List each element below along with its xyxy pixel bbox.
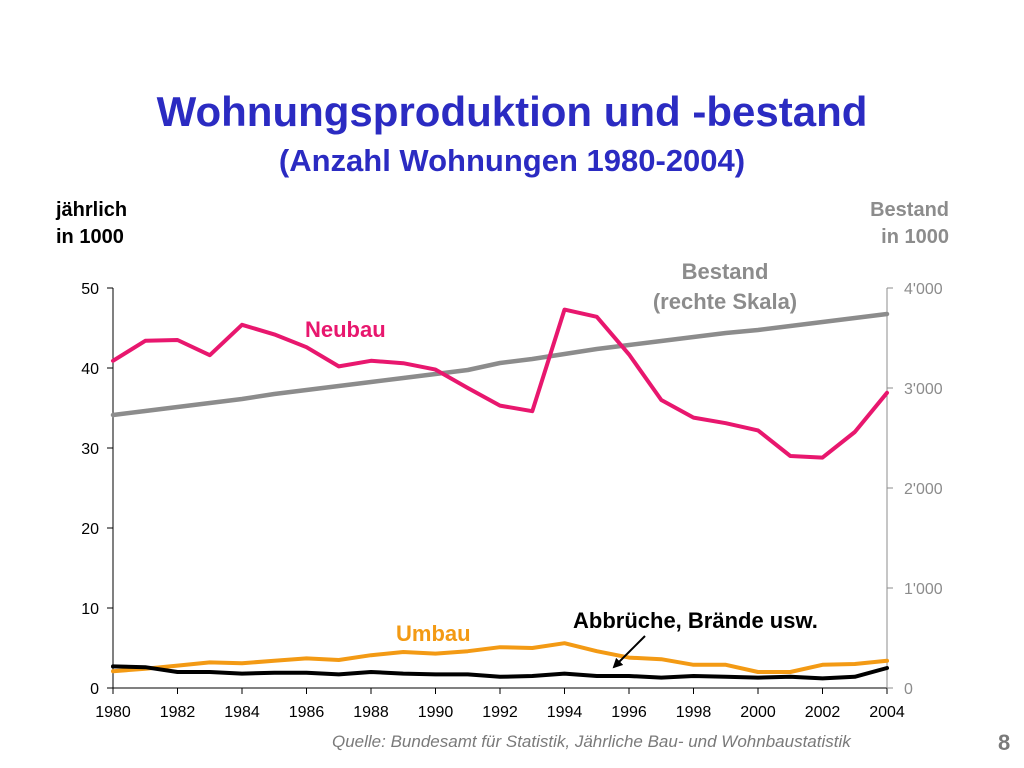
series-line-abbr-che-br-nde-usw: [111, 664, 889, 681]
left-y-tick-label: 40: [81, 361, 99, 378]
x-tick-label: 1988: [353, 704, 389, 721]
page-number: 8: [998, 730, 1011, 755]
right-y-tick-label: 4'000: [904, 281, 943, 298]
chart-annotations: Neubau Umbau Abbrüche, Brände usw. Besta…: [305, 259, 818, 669]
left-axis-caption-line1: jährlich: [56, 199, 128, 221]
x-tick-label: 1980: [95, 704, 131, 721]
left-y-tick-label: 20: [81, 521, 99, 538]
right-axis-caption: Bestand in 1000: [870, 197, 949, 251]
series-line-bestand: [110, 311, 890, 418]
left-y-tick-label: 0: [90, 681, 99, 698]
x-tick-label: 1986: [289, 704, 325, 721]
x-tick-label: 1990: [418, 704, 454, 721]
umbau-label: Umbau: [396, 621, 471, 646]
x-tick-label: 1982: [160, 704, 196, 721]
x-tick-label: 1992: [482, 704, 518, 721]
series-line-neubau: [111, 307, 889, 460]
left-y-tick-label: 30: [81, 441, 99, 458]
x-tick-label: 2004: [869, 704, 905, 721]
x-tick-label: 2002: [805, 704, 841, 721]
left-y-tick-label: 10: [81, 601, 99, 618]
x-tick-label: 2000: [740, 704, 776, 721]
x-tick-label: 1996: [611, 704, 647, 721]
neubau-label: Neubau: [305, 317, 386, 342]
x-tick-label: 1994: [547, 704, 583, 721]
right-y-tick-label: 0: [904, 681, 913, 698]
slide-title: Wohnungsproduktion und -bestand: [156, 88, 868, 135]
right-axis-caption-line2: in 1000: [881, 226, 949, 248]
x-tick-label: 1984: [224, 704, 260, 721]
abbrueche-arrow: [612, 635, 646, 669]
chart-axes: 0 10 20 30 40 50 1980 1982 1984 1986 1988 1990 1992 1…: [81, 281, 943, 721]
right-y-tick-label: 3'000: [904, 381, 943, 398]
source-note: Quelle: Bundesamt für Statistik, Jährlic…: [332, 732, 851, 751]
x-tick-label: 1998: [676, 704, 712, 721]
abbrueche-label: Abbrüche, Brände usw.: [573, 608, 818, 633]
right-y-tick-label: 2'000: [904, 481, 943, 498]
left-y-tick-label: 50: [81, 281, 99, 298]
right-y-tick-label: 1'000: [904, 581, 943, 598]
slide-subtitle: (Anzahl Wohnungen 1980-2004): [278, 143, 746, 178]
right-axis-caption-line1: Bestand: [870, 199, 949, 221]
bestand-label-line1: Bestand: [682, 259, 769, 284]
chart-series: [110, 307, 890, 681]
series-line-umbau: [111, 641, 889, 674]
bestand-label-line2: (rechte Skala): [653, 289, 797, 314]
left-axis-caption-line2: in 1000: [56, 226, 124, 248]
left-axis-caption: jährlich in 1000: [56, 197, 127, 251]
